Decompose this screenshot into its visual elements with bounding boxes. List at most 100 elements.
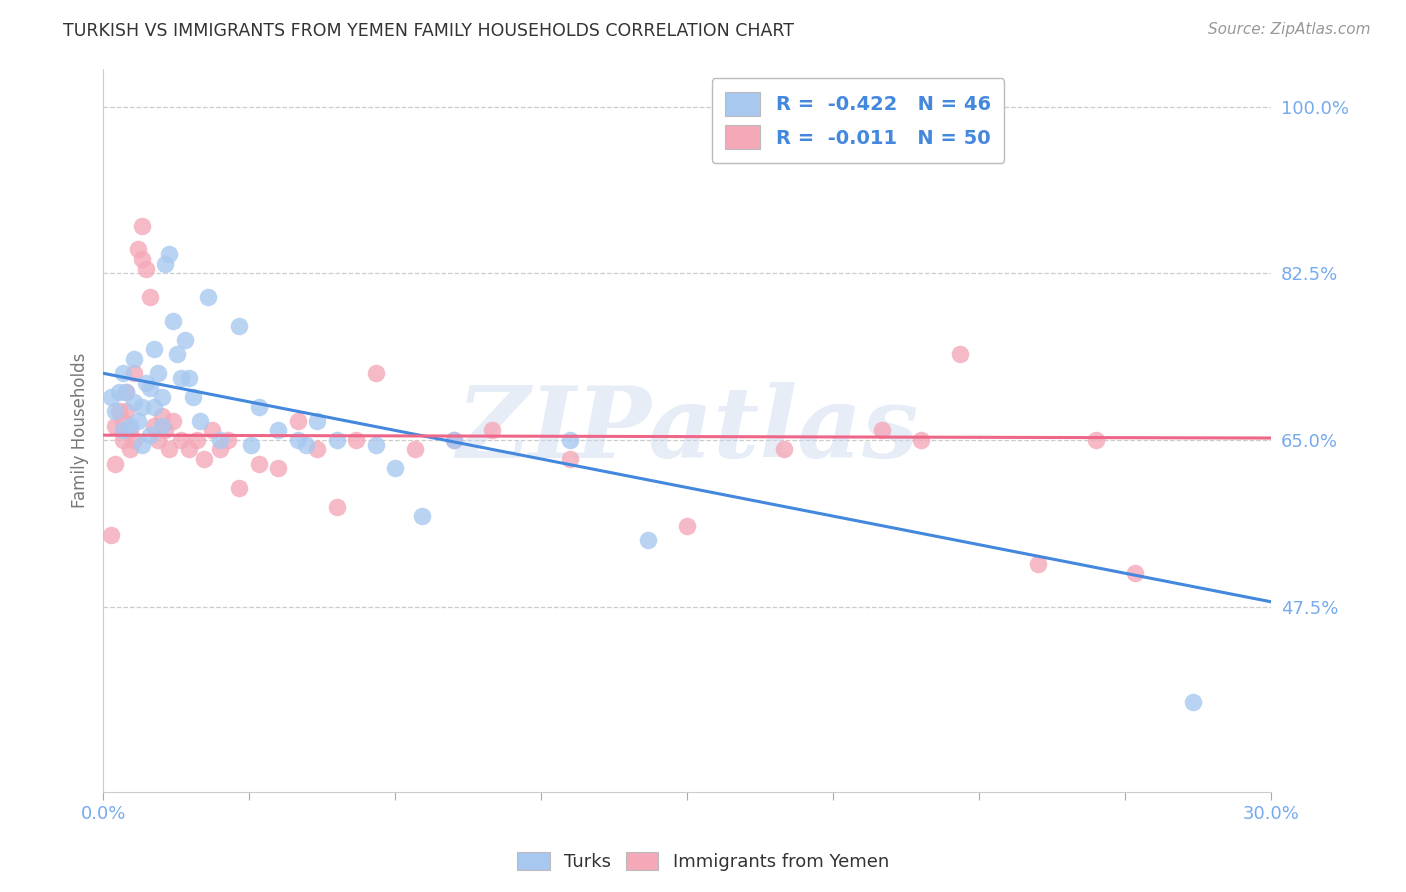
Point — [131, 438, 153, 452]
Point — [142, 400, 165, 414]
Point — [364, 366, 387, 380]
Point — [127, 243, 149, 257]
Point — [1182, 695, 1205, 709]
Point — [287, 414, 309, 428]
Point — [325, 433, 347, 447]
Point — [155, 424, 177, 438]
Point — [131, 400, 153, 414]
Point — [104, 418, 127, 433]
Point — [170, 433, 193, 447]
Point — [104, 404, 127, 418]
Y-axis label: Family Households: Family Households — [72, 352, 89, 508]
Point — [344, 433, 367, 447]
Point — [100, 390, 122, 404]
Point — [157, 442, 180, 457]
Point — [135, 261, 157, 276]
Point — [870, 424, 893, 438]
Legend: Turks, Immigrants from Yemen: Turks, Immigrants from Yemen — [510, 845, 896, 879]
Point — [1026, 557, 1049, 571]
Point — [139, 290, 162, 304]
Point — [247, 400, 270, 414]
Point — [637, 533, 659, 547]
Point — [139, 428, 162, 442]
Point — [287, 433, 309, 447]
Point — [115, 404, 138, 418]
Point — [217, 433, 239, 447]
Text: ZIPatlas: ZIPatlas — [456, 382, 918, 479]
Point — [107, 404, 129, 418]
Point — [181, 390, 204, 404]
Point — [111, 366, 134, 380]
Point — [100, 528, 122, 542]
Point — [186, 433, 208, 447]
Point — [560, 433, 582, 447]
Point — [142, 418, 165, 433]
Point — [115, 385, 138, 400]
Point — [267, 461, 290, 475]
Point — [124, 351, 146, 366]
Point — [177, 442, 200, 457]
Point — [247, 457, 270, 471]
Point — [949, 347, 972, 361]
Point — [910, 433, 932, 447]
Point — [127, 414, 149, 428]
Point — [107, 385, 129, 400]
Point — [325, 500, 347, 514]
Point — [197, 290, 219, 304]
Point — [170, 371, 193, 385]
Text: Source: ZipAtlas.com: Source: ZipAtlas.com — [1208, 22, 1371, 37]
Point — [139, 380, 162, 394]
Text: TURKISH VS IMMIGRANTS FROM YEMEN FAMILY HOUSEHOLDS CORRELATION CHART: TURKISH VS IMMIGRANTS FROM YEMEN FAMILY … — [63, 22, 794, 40]
Point — [146, 433, 169, 447]
Point — [150, 390, 173, 404]
Point — [773, 442, 796, 457]
Point — [676, 518, 699, 533]
Point — [267, 424, 290, 438]
Point — [294, 438, 316, 452]
Point — [120, 424, 142, 438]
Point — [104, 457, 127, 471]
Point — [1123, 566, 1146, 581]
Point — [307, 414, 329, 428]
Point — [443, 433, 465, 447]
Legend: R =  -0.422   N = 46, R =  -0.011   N = 50: R = -0.422 N = 46, R = -0.011 N = 50 — [711, 78, 1004, 162]
Point — [228, 318, 250, 333]
Point — [111, 433, 134, 447]
Point — [240, 438, 263, 452]
Point — [142, 343, 165, 357]
Point — [384, 461, 406, 475]
Point — [111, 414, 134, 428]
Point — [228, 481, 250, 495]
Point — [115, 385, 138, 400]
Point — [307, 442, 329, 457]
Point — [131, 219, 153, 233]
Point — [166, 347, 188, 361]
Point — [208, 433, 231, 447]
Point — [1084, 433, 1107, 447]
Point — [162, 414, 184, 428]
Point — [364, 438, 387, 452]
Point — [208, 442, 231, 457]
Point — [190, 414, 212, 428]
Point — [135, 376, 157, 390]
Point — [146, 366, 169, 380]
Point — [481, 424, 503, 438]
Point — [201, 424, 224, 438]
Point — [111, 424, 134, 438]
Point — [150, 409, 173, 423]
Point — [411, 509, 433, 524]
Point — [120, 442, 142, 457]
Point — [120, 418, 142, 433]
Point — [162, 314, 184, 328]
Point — [124, 433, 146, 447]
Point — [157, 247, 180, 261]
Point — [404, 442, 426, 457]
Point — [177, 371, 200, 385]
Point — [560, 452, 582, 467]
Point — [124, 394, 146, 409]
Point — [155, 257, 177, 271]
Point — [150, 418, 173, 433]
Point — [131, 252, 153, 266]
Point — [443, 433, 465, 447]
Point — [193, 452, 215, 467]
